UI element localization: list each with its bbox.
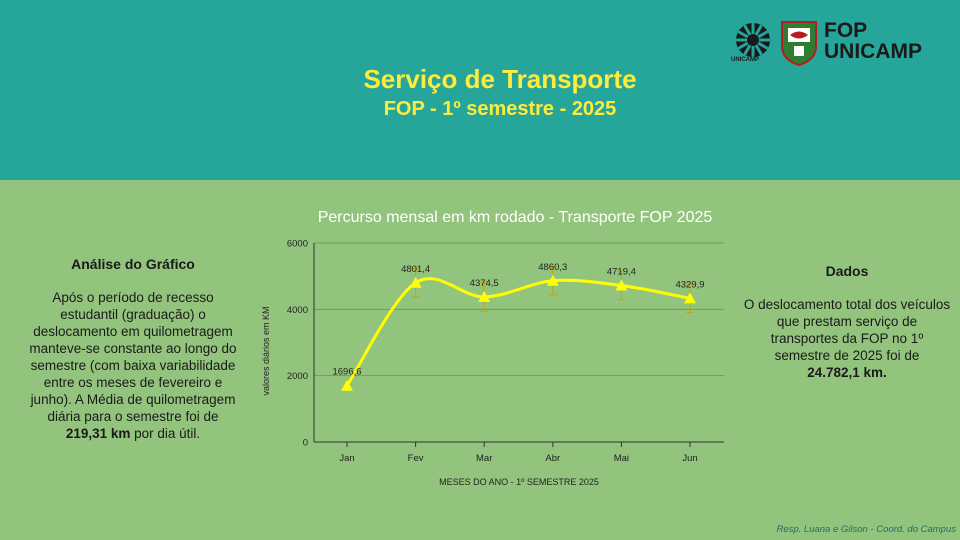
- data-label: 4801,4: [401, 264, 430, 275]
- x-tick-label: Jan: [339, 453, 354, 464]
- analysis-heading: Análise do Gráfico: [71, 256, 195, 272]
- logo-line-unicamp: UNICAMP: [824, 40, 922, 63]
- fop-crest-icon: [781, 21, 817, 66]
- data-point-marker: [409, 276, 422, 288]
- y-tick-label: 0: [303, 438, 308, 449]
- page-subtitle: FOP - 1º semestre - 2025: [383, 98, 617, 120]
- data-point-marker: [341, 379, 353, 391]
- data-panel: Dados O deslocamento total dos veículos …: [742, 263, 952, 381]
- x-tick-label: Mai: [614, 453, 629, 464]
- x-tick-label: Jun: [682, 453, 697, 464]
- x-tick-label: Fev: [408, 453, 424, 464]
- analysis-average-value: 219,31 km: [65, 426, 131, 441]
- fop-unicamp-logo-text: FOP UNICAMP: [824, 20, 922, 62]
- data-label: 4329,9: [675, 279, 704, 290]
- data-heading: Dados: [825, 263, 869, 279]
- unicamp-logo-icon: [736, 23, 770, 57]
- data-label: 1696,6: [332, 367, 361, 378]
- data-label: 4719,4: [607, 266, 636, 277]
- x-tick-label: Abr: [545, 453, 560, 464]
- data-point-marker: [546, 274, 559, 286]
- analysis-panel: Análise do Gráfico Após o período de rec…: [28, 256, 238, 442]
- y-tick-label: 2000: [287, 371, 308, 382]
- x-tick-label: Mar: [476, 453, 492, 464]
- page-title: Serviço de Transporte: [363, 64, 637, 94]
- data-point-marker: [615, 279, 628, 291]
- data-label: 4860,3: [538, 262, 567, 273]
- chart-title: Percurso mensal em km rodado - Transport…: [317, 209, 713, 226]
- data-point-marker: [684, 292, 696, 304]
- x-axis-title: MESES DO ANO - 1º SEMESTRE 2025: [439, 477, 599, 487]
- analysis-text-main: Após o período de recesso estudantil (gr…: [29, 290, 237, 424]
- analysis-text: Após o período de recesso estudantil (gr…: [28, 289, 238, 442]
- y-tick-label: 4000: [287, 305, 308, 316]
- unicamp-logo-caption: UNICAMP: [731, 57, 759, 63]
- footer-credit: Resp. Luana e Gilson - Coord. do Campus: [776, 524, 956, 535]
- data-text: O deslocamento total dos veículos que pr…: [742, 296, 952, 381]
- y-tick-label: 6000: [287, 239, 308, 250]
- logo-line-fop: FOP: [824, 19, 868, 42]
- data-label: 4374,5: [470, 278, 499, 289]
- series-line: [345, 277, 691, 387]
- analysis-text-end: por dia útil.: [130, 426, 201, 441]
- data-total-value: 24.782,1 km.: [807, 365, 887, 380]
- data-text-main: O deslocamento total dos veículos que pr…: [743, 297, 951, 363]
- data-point-marker: [478, 290, 491, 302]
- y-axis-title: valores diários em KM: [261, 306, 271, 395]
